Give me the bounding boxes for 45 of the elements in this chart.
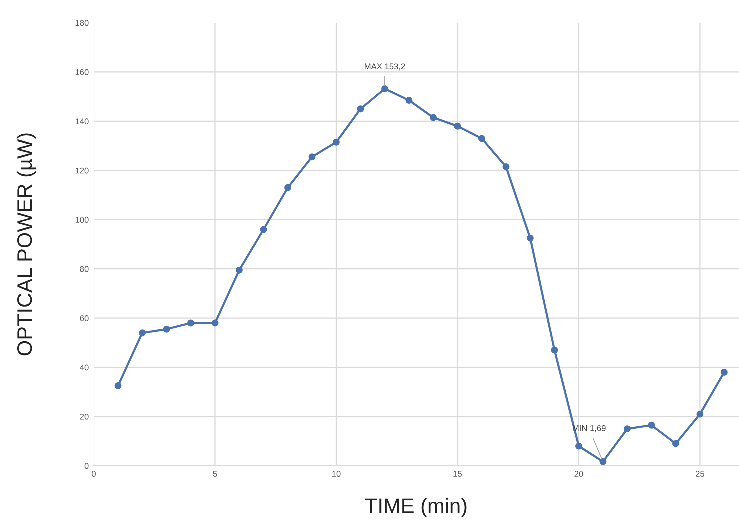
y-tick-label: 0 [84,463,89,470]
y-tick-label: 40 [80,364,89,371]
point [502,164,510,170]
y-tick-label: 120 [76,168,89,174]
y-tick-label: 100 [76,217,89,223]
point [526,234,534,242]
x-axis-title: TIME (min) [365,498,467,518]
y-axis-title: OPTICAL POWER (µW) [16,134,36,356]
x-tick-label: 5 [213,471,218,477]
point [212,320,219,327]
point [357,106,364,113]
point [406,97,413,104]
point [454,122,462,130]
point [236,266,243,274]
point [624,426,631,433]
annotation: MAX 153,2 [365,64,406,71]
point [333,138,340,146]
point [139,330,146,337]
point [188,320,194,327]
y-tick-label: 60 [80,316,89,322]
point [478,135,486,142]
point [114,382,122,390]
x-tick-label: 20 [574,471,584,477]
y-tick-label: 160 [76,69,89,76]
point [720,369,728,376]
point [672,440,680,448]
point [696,410,704,418]
point [308,154,316,161]
point [430,114,437,122]
point [284,184,292,192]
x-tick-label: 10 [332,471,341,477]
x-tick-label: 0 [92,471,96,477]
y-tick-label: 80 [80,266,89,272]
point [648,422,656,429]
point [551,346,558,354]
x-tick-label: 15 [454,471,462,477]
y-tick-label: 180 [76,20,89,26]
point [575,442,582,450]
point [163,326,170,333]
point [260,226,268,234]
x-tick-label: 25 [696,471,704,477]
point [600,458,607,466]
y-tick-label: 140 [76,118,89,125]
y-tick-label: 20 [80,414,89,420]
point [382,85,388,92]
